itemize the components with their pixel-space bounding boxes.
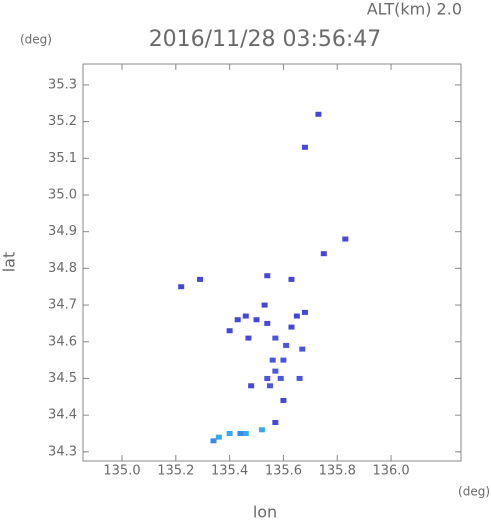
echo-point	[234, 317, 241, 323]
y-tick-label: 34.4	[48, 408, 77, 423]
echo-point	[277, 375, 284, 381]
echo-point	[178, 284, 185, 290]
echo-point	[237, 430, 244, 436]
echo-point	[197, 276, 204, 282]
echo-point	[226, 328, 233, 334]
echo-point	[272, 419, 279, 425]
y-tick-label: 34.3	[48, 444, 77, 459]
y-axis-label: lat	[0, 252, 19, 273]
x-tick-label: 135.8	[319, 464, 356, 479]
chart-title: 2016/11/28 03:56:47	[149, 27, 382, 52]
x-tick-label: 136.0	[372, 464, 409, 479]
y-tick-label: 34.5	[48, 371, 77, 386]
echo-point	[293, 313, 300, 319]
echo-point	[320, 251, 327, 257]
echo-point	[296, 375, 303, 381]
y-tick-label: 35.1	[48, 151, 77, 166]
echo-point	[258, 427, 265, 433]
y-tick-label: 34.8	[48, 261, 77, 276]
x-tick-label: 135.6	[265, 464, 302, 479]
echo-point	[269, 357, 276, 363]
echo-point	[264, 375, 271, 381]
echo-point	[226, 430, 233, 436]
echo-point	[253, 317, 260, 323]
echo-point	[242, 313, 249, 319]
plot-frame	[82, 63, 462, 462]
x-unit: (deg)	[458, 485, 490, 499]
x-tick-label: 135.0	[103, 464, 140, 479]
y-unit: (deg)	[20, 33, 52, 47]
altitude-label: ALT(km) 2.0	[367, 0, 462, 19]
y-tick-label: 34.9	[48, 224, 77, 239]
echo-point	[299, 346, 306, 352]
echo-point	[245, 335, 252, 341]
echo-point	[315, 111, 322, 117]
echo-point	[264, 320, 271, 326]
y-tick-label: 35.2	[48, 114, 77, 129]
echo-point	[264, 273, 271, 279]
echo-point	[242, 430, 249, 436]
y-tick-label: 34.6	[48, 334, 77, 349]
x-tick-label: 135.4	[211, 464, 248, 479]
echo-point	[248, 383, 255, 389]
echo-point	[280, 357, 287, 363]
echo-point	[301, 309, 308, 315]
y-tick-label: 35.3	[48, 77, 77, 92]
y-tick-label: 34.7	[48, 298, 77, 313]
echo-point	[280, 397, 287, 403]
echo-point	[283, 342, 290, 348]
echo-point	[272, 335, 279, 341]
x-tick-label: 135.2	[157, 464, 194, 479]
echo-point	[342, 236, 349, 242]
echo-point	[215, 434, 222, 440]
echo-point	[288, 324, 295, 330]
x-axis-label: lon	[253, 503, 277, 521]
echo-point	[288, 276, 295, 282]
echo-point	[301, 144, 308, 150]
y-tick-label: 35.0	[48, 187, 77, 202]
echo-point	[261, 302, 268, 308]
echo-point	[272, 368, 279, 374]
echo-point	[210, 438, 217, 444]
echo-point	[266, 383, 273, 389]
